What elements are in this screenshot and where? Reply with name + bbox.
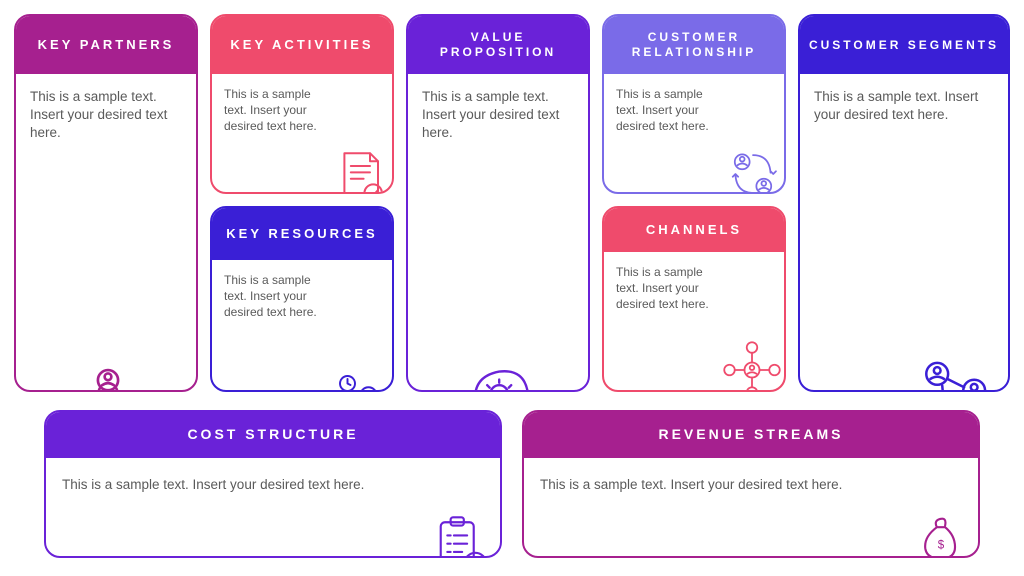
card-revenue-streams: REVENUE STREAMS This is a sample text. I… xyxy=(522,410,980,558)
card-header: KEY RESOURCES xyxy=(212,208,392,260)
card-key-resources: KEY RESOURCES This is a sample text. Ins… xyxy=(210,206,394,392)
card-header: COST STRUCTURE xyxy=(46,412,500,458)
card-header: CUSTOMER SEGMENTS xyxy=(800,16,1008,74)
card-customer-relationship: CUSTOMER RELATIONSHIP This is a sample t… xyxy=(602,14,786,194)
card-title: REVENUE STREAMS xyxy=(658,426,843,444)
card-customer-segments: CUSTOMER SEGMENTS This is a sample text.… xyxy=(798,14,1010,392)
cycle-people-icon xyxy=(726,144,780,194)
card-header: CHANNELS xyxy=(604,208,784,252)
network-icon xyxy=(722,340,782,392)
card-text: This is a sample text. Insert your desir… xyxy=(30,88,182,143)
business-model-canvas: KEY PARTNERS This is a sample text. Inse… xyxy=(0,0,1024,576)
card-body: This is a sample text. Insert your desir… xyxy=(524,458,978,556)
money-bag-hand-icon: $ xyxy=(912,514,970,558)
card-text: This is a sample text. Insert your desir… xyxy=(62,476,420,494)
card-header: KEY ACTIVITIES xyxy=(212,16,392,74)
card-title: KEY RESOURCES xyxy=(226,226,377,242)
hand-resources-icon: $ xyxy=(328,370,388,392)
card-cost-structure: COST STRUCTURE This is a sample text. In… xyxy=(44,410,502,558)
card-body: This is a sample text. Insert your desir… xyxy=(800,74,1008,390)
svg-text:$: $ xyxy=(938,540,945,552)
card-header: REVENUE STREAMS xyxy=(524,412,978,458)
card-key-activities: KEY ACTIVITIES This is a sample text. In… xyxy=(210,14,394,194)
card-header: VALUE PROPOSITION xyxy=(408,16,588,74)
card-header: CUSTOMER RELATIONSHIP xyxy=(604,16,784,74)
card-title: KEY ACTIVITIES xyxy=(230,37,373,53)
card-text: This is a sample text. Insert your desir… xyxy=(224,272,332,321)
card-header: KEY PARTNERS xyxy=(16,16,196,74)
card-text: This is a sample text. Insert your desir… xyxy=(540,476,898,494)
card-value-proposition: VALUE PROPOSITION This is a sample text.… xyxy=(406,14,590,392)
card-body: This is a sample text. Insert your desir… xyxy=(408,74,588,390)
card-title: KEY PARTNERS xyxy=(38,37,175,53)
card-title: VALUE PROPOSITION xyxy=(416,30,580,60)
svg-text:$: $ xyxy=(366,391,371,393)
card-body: This is a sample text. Insert your desir… xyxy=(604,252,784,390)
clipboard-dollar-icon: $ xyxy=(434,514,492,558)
card-channels: CHANNELS This is a sample text. Insert y… xyxy=(602,206,786,392)
card-text: This is a sample text. Insert your desir… xyxy=(814,88,994,124)
card-text: This is a sample text. Insert your desir… xyxy=(422,88,574,143)
segments-icon xyxy=(912,352,996,392)
card-text: This is a sample text. Insert your desir… xyxy=(616,86,724,135)
card-title: CUSTOMER SEGMENTS xyxy=(809,38,999,53)
head-bulb-icon xyxy=(464,360,536,392)
card-key-partners: KEY PARTNERS This is a sample text. Inse… xyxy=(14,14,198,392)
card-body: This is a sample text. Insert your desir… xyxy=(46,458,500,556)
card-text: This is a sample text. Insert your desir… xyxy=(616,264,724,313)
card-title: CUSTOMER RELATIONSHIP xyxy=(612,30,776,60)
card-body: This is a sample text. Insert your desir… xyxy=(16,74,196,390)
card-body: This is a sample text. Insert your desir… xyxy=(212,74,392,192)
document-check-icon xyxy=(338,150,386,194)
card-body: This is a sample text. Insert your desir… xyxy=(604,74,784,192)
card-text: This is a sample text. Insert your desir… xyxy=(224,86,332,135)
card-title: COST STRUCTURE xyxy=(187,426,358,444)
card-title: CHANNELS xyxy=(646,222,742,238)
partners-icon xyxy=(66,360,150,392)
card-body: This is a sample text. Insert your desir… xyxy=(212,260,392,390)
